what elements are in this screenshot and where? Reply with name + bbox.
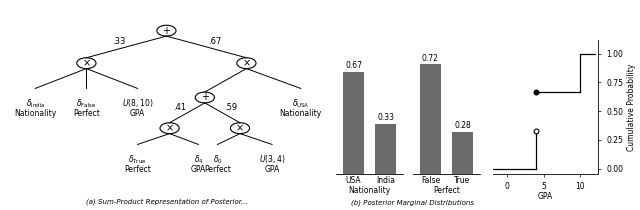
Bar — [375, 124, 396, 174]
Text: Nationality: Nationality — [280, 109, 322, 118]
Text: ×: × — [243, 58, 250, 68]
Text: .59: .59 — [224, 103, 237, 112]
Bar — [420, 64, 441, 174]
Bar — [343, 72, 364, 174]
Text: $U(8,10)$: $U(8,10)$ — [122, 97, 154, 109]
Text: Perfect: Perfect — [73, 109, 100, 118]
Text: $\delta_4$: $\delta_4$ — [193, 154, 204, 166]
Text: .41: .41 — [173, 103, 186, 112]
X-axis label: Perfect: Perfect — [433, 186, 460, 195]
Text: ×: × — [166, 123, 173, 133]
Text: +: + — [163, 26, 170, 36]
Bar — [452, 131, 473, 174]
X-axis label: GPA: GPA — [538, 192, 553, 201]
Text: 0.28: 0.28 — [454, 121, 471, 130]
Text: Perfect: Perfect — [204, 165, 231, 174]
Text: .67: .67 — [208, 37, 221, 46]
Text: (b) Posterior Marginal Distributions: (b) Posterior Marginal Distributions — [351, 199, 474, 206]
Text: 0.33: 0.33 — [377, 113, 394, 122]
Text: GPA: GPA — [264, 165, 280, 174]
Y-axis label: Cumulative Probability: Cumulative Probability — [627, 63, 636, 151]
Text: (a) Sum-Product Representation of Posterior...: (a) Sum-Product Representation of Poster… — [86, 199, 247, 205]
Text: 0.67: 0.67 — [345, 62, 362, 70]
Text: $\delta_\mathrm{India}$: $\delta_\mathrm{India}$ — [26, 97, 45, 110]
Text: $U(3,4)$: $U(3,4)$ — [259, 154, 285, 165]
Text: GPA: GPA — [130, 109, 145, 118]
Text: .33: .33 — [112, 37, 125, 46]
Text: +: + — [201, 92, 209, 102]
Text: ×: × — [236, 123, 244, 133]
Text: 0.72: 0.72 — [422, 54, 439, 63]
Text: Nationality: Nationality — [14, 109, 56, 118]
Text: Perfect: Perfect — [124, 165, 151, 174]
Text: $\delta_\mathrm{USA}$: $\delta_\mathrm{USA}$ — [292, 97, 310, 110]
Text: $\delta_0$: $\delta_0$ — [212, 154, 223, 166]
Text: ×: × — [83, 58, 90, 68]
Text: $\delta_\mathrm{True}$: $\delta_\mathrm{True}$ — [129, 154, 147, 166]
X-axis label: Nationality: Nationality — [348, 186, 391, 195]
Text: GPA: GPA — [191, 165, 206, 174]
Text: $\delta_\mathrm{False}$: $\delta_\mathrm{False}$ — [76, 97, 97, 110]
